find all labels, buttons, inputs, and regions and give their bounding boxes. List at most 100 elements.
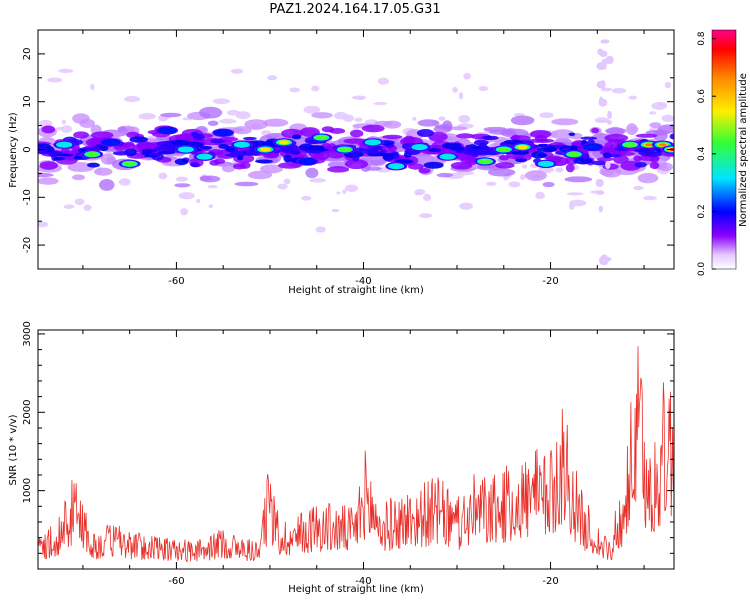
spectrogram-speckle (649, 111, 657, 115)
spectrogram-core (73, 156, 83, 160)
hotspot-contour (314, 134, 329, 141)
spectrogram-speckle (207, 185, 218, 189)
spectrogram-core (634, 161, 647, 168)
spectrogram-core (156, 141, 175, 147)
spectrogram-speckle (628, 95, 637, 100)
hotspot-contour (497, 146, 511, 153)
hotspot-contour (517, 145, 528, 150)
spectrogram-speckle (569, 199, 587, 207)
spectrogram-hotspot (118, 159, 141, 169)
spectrogram-speckle (423, 193, 432, 202)
x-tick-label: -60 (168, 576, 184, 587)
spectrogram-core (243, 136, 257, 141)
spectrogram-speckle (230, 68, 244, 74)
figure-title: PAZ1.2024.164.17.05.G31 (269, 2, 441, 17)
spectrogram-band (174, 183, 191, 188)
spectrogram-core (614, 151, 636, 156)
spectrogram-core (225, 145, 235, 152)
spectrogram-speckle (642, 195, 657, 201)
hotspot-contour (157, 126, 177, 135)
hotspot-contour (213, 129, 233, 137)
spectrogram-y-axis-label: Frequency (Hz) (8, 112, 19, 188)
spectrogram-speckle (414, 189, 426, 195)
spectrogram-speckle (38, 221, 49, 228)
spectrogram-band (72, 113, 90, 124)
spectrogram-speckle (452, 86, 458, 93)
spectrogram-core (649, 161, 660, 170)
spectrogram-speckle (178, 192, 195, 200)
spectrogram-core (473, 139, 489, 146)
spectrogram-hotspot (53, 140, 76, 149)
spectrogram-core (531, 151, 546, 159)
snr-x-axis-label: Height of straight line (km) (288, 584, 424, 595)
spectrogram-band (311, 112, 333, 119)
spectrogram-speckle (83, 204, 92, 211)
spectrogram-core (503, 139, 524, 145)
spectrogram-speckle (158, 172, 168, 180)
spectrogram-hotspot (230, 140, 253, 149)
spectrogram-band (72, 174, 85, 181)
spectrogram-core (174, 158, 189, 166)
spectrogram-speckle (118, 178, 131, 186)
spectrogram-speckle (598, 96, 604, 106)
spectrogram-core (638, 150, 656, 157)
spectrogram-speckle (180, 208, 189, 216)
spectrogram-speckle (124, 95, 140, 103)
spectrogram-band (305, 167, 319, 179)
colorbar-gradient (712, 30, 736, 269)
spectrogram-speckle (601, 59, 607, 68)
spectrogram-band (160, 112, 182, 118)
spectrogram-speckle (301, 195, 312, 201)
spectrogram-band (207, 120, 219, 126)
spectrogram-speckle (595, 190, 605, 195)
spectrogram-core (352, 153, 360, 162)
hotspot-contour (537, 160, 555, 167)
y-tick-label: 20 (22, 48, 33, 61)
spectrogram-speckle (315, 226, 326, 233)
spectrogram-core (382, 153, 394, 161)
spectrogram-speckle (458, 115, 471, 123)
spectrogram-core (157, 150, 175, 155)
spectrogram-hotspot (408, 142, 431, 152)
spectrogram-hotspot (254, 145, 277, 154)
spectrogram-speckle (331, 208, 340, 213)
spectrogram-core (39, 161, 59, 170)
hotspot-contour (364, 139, 381, 146)
spectrogram-core (423, 161, 444, 169)
spectrogram-speckle (208, 204, 214, 209)
spectrogram-hotspot (156, 126, 179, 135)
spectrogram-core (604, 142, 614, 152)
colorbar: 0.0 0.2 0.4 0.6 0.8 Normalized spectral ampl… (697, 29, 749, 276)
spectrogram-core (56, 153, 75, 157)
hotspot-contour (338, 146, 352, 153)
snr-panel: -60 -40 -20 1000 2000 3000 Height of straight… (8, 321, 675, 595)
y-tick-label: 1000 (22, 478, 33, 503)
spectrogram-core (418, 167, 431, 174)
spectrogram-speckle (55, 127, 64, 131)
spectrogram-speckle (373, 101, 388, 106)
spectrogram-speckle (90, 83, 95, 91)
spectrogram-band (487, 168, 516, 177)
spectrogram-core (329, 128, 346, 134)
spectrogram-speckle (47, 77, 63, 83)
spectrogram-core (151, 148, 158, 153)
spectrogram-speckle (196, 198, 201, 204)
spectrogram-speckle (419, 213, 433, 219)
spectrogram-speckle (219, 118, 237, 124)
x-tick-label: -40 (355, 576, 371, 587)
spectrogram-core (124, 141, 136, 150)
hotspot-contour (623, 142, 637, 148)
spectrogram-core (591, 160, 608, 166)
spectrogram-speckle (74, 198, 85, 206)
spectrogram-x-axis-label: Height of straight line (km) (288, 285, 424, 296)
spectrogram-ticks: -60 -40 -20 -20 -10 0 10 20 (22, 29, 674, 287)
spectrogram-band (542, 181, 555, 188)
spectrogram-hotspot (385, 162, 408, 171)
spectrogram-core (537, 143, 548, 148)
spectrogram-core (499, 155, 510, 161)
spectrogram-speckle (605, 160, 611, 170)
spectrogram-speckle (535, 191, 546, 200)
spectrogram-speckle (175, 176, 189, 182)
spectrogram-speckle (598, 205, 603, 213)
